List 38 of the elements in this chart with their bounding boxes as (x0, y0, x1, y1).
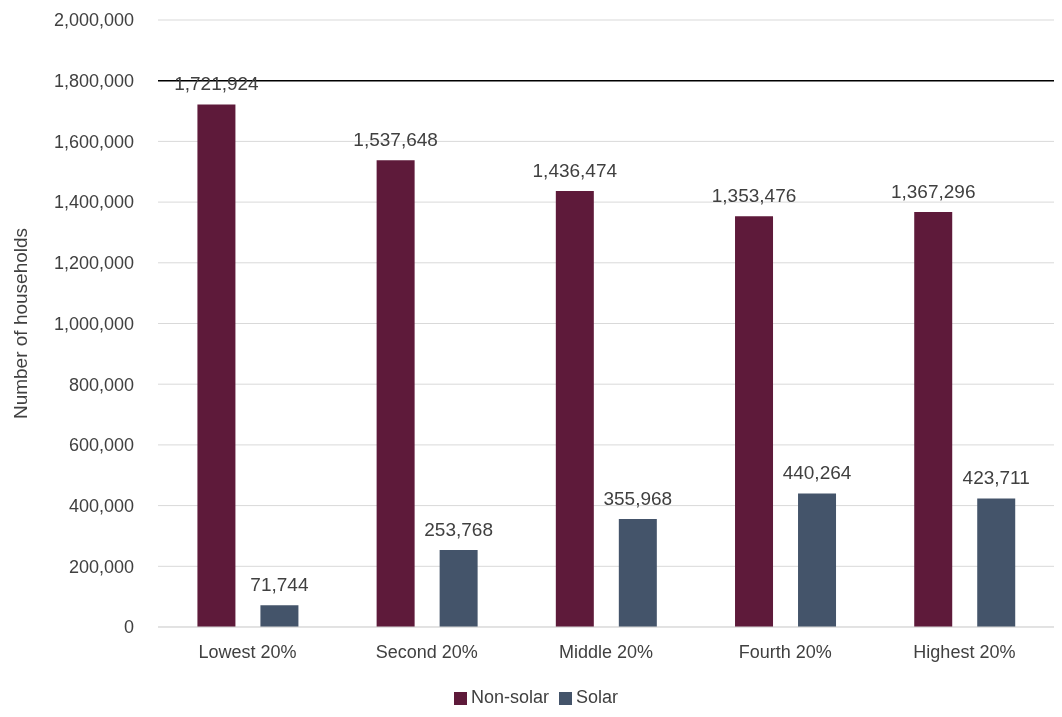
bar (977, 498, 1016, 627)
data-label: 355,968 (603, 487, 673, 509)
bar (376, 160, 415, 627)
y-tick-label: 2,000,000 (53, 10, 134, 31)
x-tick-label: Lowest 20% (198, 641, 297, 662)
y-tick-label: 600,000 (68, 435, 134, 456)
data-label: 423,711 (962, 467, 1030, 489)
x-tick-label: Fourth 20% (738, 641, 832, 662)
y-tick-label: 1,200,000 (53, 253, 134, 274)
y-tick-label: 0 (123, 617, 134, 638)
y-tick-label: 1,400,000 (53, 192, 134, 213)
y-tick-label: 800,000 (68, 374, 134, 395)
data-label: 1,537,648 (353, 129, 438, 151)
y-axis-title: Number of households (9, 227, 31, 420)
bar (798, 493, 837, 627)
y-tick-label: 400,000 (68, 495, 134, 516)
bar (439, 549, 478, 627)
legend-label: Solar (576, 687, 619, 707)
y-tick-label: 1,600,000 (53, 131, 134, 152)
data-label: 1,436,474 (532, 160, 618, 182)
bar (618, 518, 657, 627)
bar (555, 191, 594, 627)
y-tick-label: 200,000 (68, 556, 134, 577)
y-tick-label: 1,800,000 (53, 71, 134, 92)
data-label: 71,744 (250, 574, 309, 596)
data-label: 1,367,296 (890, 181, 976, 203)
bar (197, 104, 236, 627)
data-label: 440,264 (782, 462, 852, 484)
data-label: 253,768 (424, 518, 493, 540)
x-tick-label: Middle 20% (558, 641, 654, 662)
bar (914, 212, 953, 627)
x-tick-label: Second 20% (375, 641, 478, 662)
x-tick-label: Highest 20% (913, 641, 1016, 662)
bar (735, 216, 774, 627)
data-label: 1,353,476 (711, 185, 797, 207)
y-tick-label: 1,000,000 (53, 313, 134, 334)
bar (260, 605, 299, 627)
legend-label: Non-solar (470, 687, 549, 707)
